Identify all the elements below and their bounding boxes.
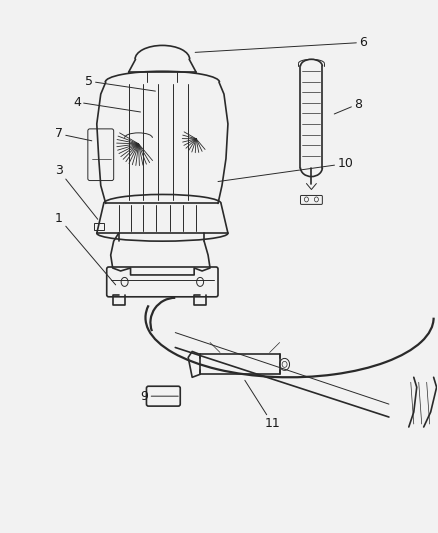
- FancyBboxPatch shape: [300, 196, 322, 204]
- Text: 8: 8: [334, 98, 362, 114]
- FancyBboxPatch shape: [107, 267, 218, 297]
- Text: 9: 9: [141, 390, 178, 402]
- Text: 4: 4: [73, 95, 141, 112]
- Text: 6: 6: [195, 36, 367, 52]
- Text: 7: 7: [55, 127, 92, 141]
- Text: 10: 10: [218, 157, 353, 182]
- Text: 3: 3: [55, 164, 98, 219]
- Text: 11: 11: [245, 380, 280, 431]
- FancyBboxPatch shape: [88, 129, 114, 181]
- Text: 1: 1: [55, 212, 116, 285]
- Text: 5: 5: [85, 75, 155, 91]
- Bar: [94, 223, 104, 230]
- FancyBboxPatch shape: [146, 386, 180, 406]
